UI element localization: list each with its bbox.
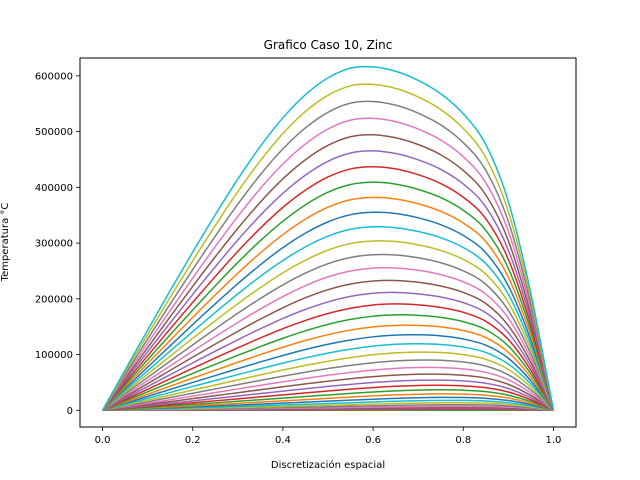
series-line-18 bbox=[102, 351, 554, 412]
series-line-22 bbox=[102, 314, 555, 411]
series-line-24 bbox=[102, 291, 555, 411]
y-tick-label: 200000 bbox=[35, 294, 73, 305]
plot-frame bbox=[79, 57, 577, 428]
series-line-19 bbox=[102, 342, 555, 412]
series-line-33 bbox=[101, 165, 555, 411]
series-line-25 bbox=[102, 279, 555, 411]
x-tick-label: 0.0 bbox=[95, 435, 111, 446]
series-line-36 bbox=[101, 117, 555, 411]
series-line-34 bbox=[101, 150, 555, 411]
y-tick-label: 400000 bbox=[35, 183, 73, 194]
series-line-16 bbox=[102, 366, 554, 412]
series-line-14 bbox=[102, 379, 554, 412]
series-line-17 bbox=[102, 359, 554, 412]
series-line-35 bbox=[101, 134, 555, 411]
x-axis: 0.0 0.2 0.4 0.6 0.8 1.0 bbox=[95, 427, 562, 446]
series-line-23 bbox=[102, 303, 555, 411]
series-line-15 bbox=[102, 373, 554, 412]
chart-title: Grafico Caso 10, Zinc bbox=[264, 38, 393, 52]
series-line-38 bbox=[101, 83, 555, 411]
series-lines bbox=[101, 65, 555, 412]
y-tick-label: 500000 bbox=[35, 127, 73, 138]
series-line-13 bbox=[102, 384, 554, 412]
y-tick-label: 100000 bbox=[35, 350, 73, 361]
y-tick-label: 300000 bbox=[35, 239, 73, 250]
x-tick-label: 0.4 bbox=[275, 435, 291, 446]
y-axis-label: Temperatura °C bbox=[0, 203, 11, 283]
series-line-29 bbox=[102, 225, 555, 411]
series-line-39 bbox=[101, 65, 555, 411]
y-tick-label: 600000 bbox=[35, 71, 73, 82]
y-tick-label: 0 bbox=[67, 406, 73, 417]
series-line-30 bbox=[102, 211, 555, 411]
x-axis-label: Discretización espacial bbox=[271, 459, 385, 471]
series-line-27 bbox=[102, 253, 555, 411]
series-line-20 bbox=[102, 334, 555, 411]
x-tick-label: 1.0 bbox=[546, 435, 562, 446]
series-line-31 bbox=[102, 196, 555, 411]
series-line-28 bbox=[102, 240, 555, 411]
series-line-32 bbox=[101, 181, 555, 411]
series-line-12 bbox=[102, 389, 554, 412]
series-line-11 bbox=[102, 393, 554, 412]
series-line-26 bbox=[102, 266, 555, 411]
x-tick-label: 0.8 bbox=[455, 435, 471, 446]
series-line-21 bbox=[102, 324, 555, 411]
series-line-10 bbox=[102, 396, 554, 412]
x-tick-label: 0.6 bbox=[365, 435, 381, 446]
x-tick-label: 0.2 bbox=[185, 435, 201, 446]
series-line-37 bbox=[101, 100, 555, 411]
y-axis: 0 100000 200000 300000 400000 500000 600000 bbox=[35, 71, 80, 417]
